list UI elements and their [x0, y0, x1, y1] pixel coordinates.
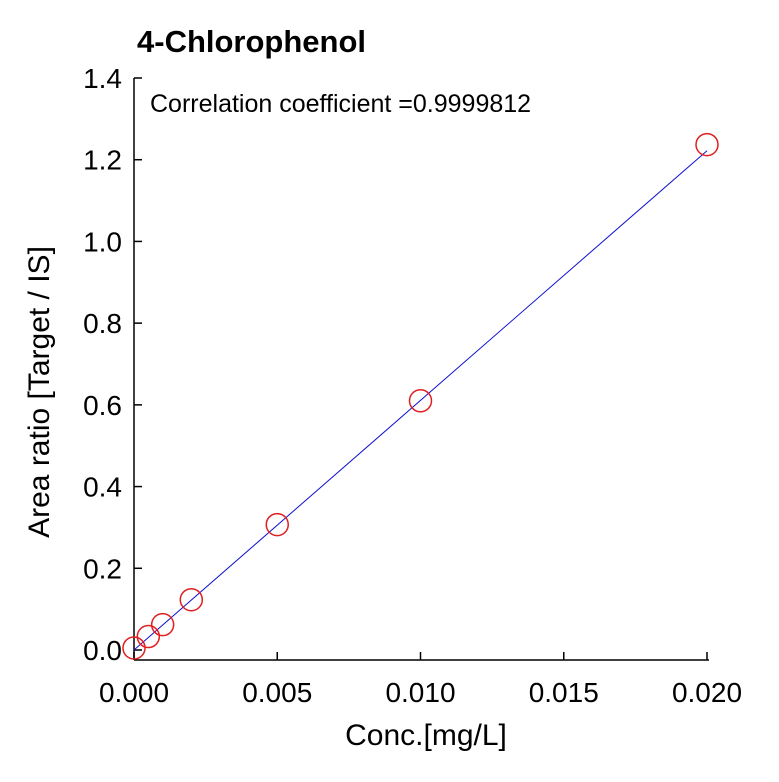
y-tick-label: 0.4: [83, 472, 122, 503]
x-axis-label: Conc.[mg/L]: [345, 719, 507, 752]
fit-line-group: [133, 150, 708, 651]
data-point: [265, 512, 289, 537]
y-tick-label: 0.6: [83, 390, 122, 421]
data-point: [695, 132, 719, 157]
correlation-annotation: Correlation coefficient =0.9999812: [150, 90, 531, 118]
data-point: [136, 624, 161, 649]
y-tick-label: 0.8: [83, 308, 122, 339]
chart-title: 4-Chlorophenol: [137, 24, 366, 59]
data-point: [408, 389, 433, 413]
y-axis-label: Area ratio [Target / IS]: [23, 246, 56, 538]
x-tick-label: 0.020: [672, 677, 742, 708]
y-tick-label: 1.2: [83, 145, 122, 176]
y-ticks: 0.0 0.2 0.4 0.6 0.8 1.0 1.2 1.4: [83, 63, 142, 666]
data-point: [150, 612, 175, 637]
data-points: [122, 132, 719, 660]
x-tick-label: 0.010: [385, 677, 455, 708]
y-tick-label: 1.0: [83, 226, 122, 257]
x-tick-label: 0.005: [242, 677, 312, 708]
plot-frame: [133, 78, 709, 661]
x-ticks: 0.000 0.005 0.010 0.015 0.020: [99, 652, 742, 708]
regression-line: [133, 150, 708, 651]
x-tick-label: 0.015: [529, 677, 599, 708]
y-tick-label: 0.2: [83, 553, 122, 584]
y-tick-label: 1.4: [83, 63, 122, 94]
x-tick-label: 0.000: [99, 677, 169, 708]
y-tick-label: 0.0: [83, 635, 122, 666]
data-point: [179, 587, 204, 612]
data-point: [122, 636, 146, 660]
